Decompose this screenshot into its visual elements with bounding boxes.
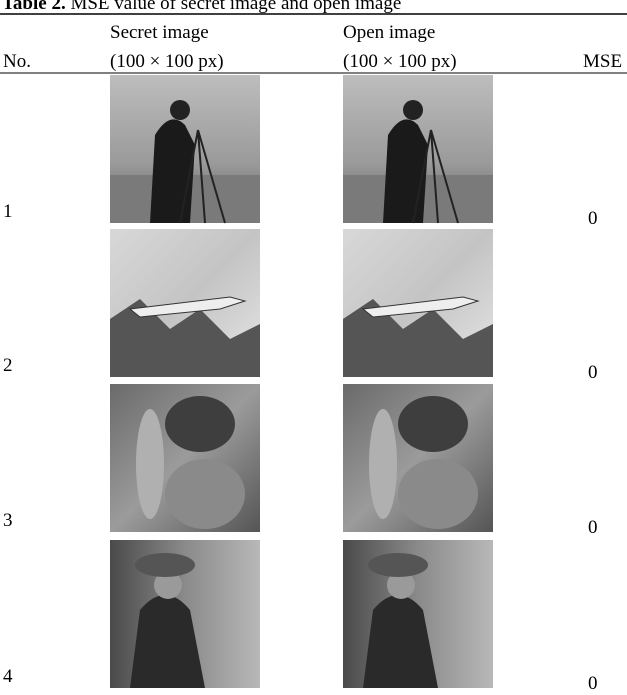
photo-pepper [398, 459, 478, 529]
header-cell: No. [3, 51, 31, 72]
row-number: 3 [3, 510, 13, 531]
mse-value: 0 [588, 208, 598, 229]
photo-pepper [165, 396, 235, 452]
photo-head [403, 100, 423, 120]
caption: Table 2. MSE value of secret image and o… [2, 0, 401, 14]
photo-figure [383, 119, 428, 223]
secret-image [110, 384, 260, 532]
mse-value: 0 [588, 362, 598, 383]
caption-label: Table 2. [2, 0, 66, 14]
header-cell: Secret image [110, 22, 209, 43]
header-cell: (100 × 100 px) [110, 51, 224, 72]
photo-pepper [369, 409, 397, 519]
photo-hat [135, 553, 195, 577]
row-number: 1 [3, 201, 13, 222]
table-page: Table 2. MSE value of secret image and o… [0, 0, 627, 695]
mse-value: 0 [588, 673, 598, 694]
photo-pepper [398, 396, 468, 452]
secret-image [110, 540, 260, 688]
row-number: 2 [3, 355, 13, 376]
secret-image [110, 75, 260, 223]
header-cell: MSE [583, 51, 622, 72]
row-number: 4 [3, 666, 13, 687]
mse-value: 0 [588, 517, 598, 538]
open-image [343, 540, 493, 688]
photo-figure [150, 119, 195, 223]
photo-pepper [165, 459, 245, 529]
header-cell: Open image [343, 22, 435, 43]
secret-image [110, 229, 260, 377]
photo-head [170, 100, 190, 120]
header-cell: (100 × 100 px) [343, 51, 457, 72]
open-image [343, 229, 493, 377]
photo-hat [368, 553, 428, 577]
caption-text: MSE value of secret image and open image [70, 0, 401, 14]
photo-pepper [136, 409, 164, 519]
open-image [343, 75, 493, 223]
open-image [343, 384, 493, 532]
